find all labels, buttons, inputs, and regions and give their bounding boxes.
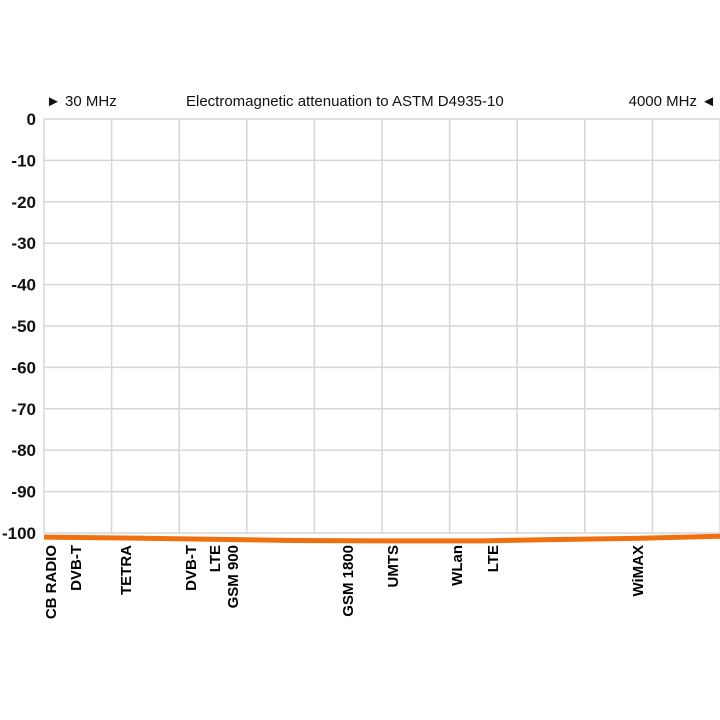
- band-label: DVB-T: [183, 545, 200, 591]
- y-tick-label: -20: [11, 193, 36, 212]
- y-tick-label: -30: [11, 234, 36, 253]
- y-tick-label: -50: [11, 317, 36, 336]
- y-tick-label: 0: [27, 110, 36, 129]
- band-label: WLan: [449, 545, 466, 586]
- band-label: LTE: [207, 545, 224, 572]
- band-label: CB RADIO: [43, 545, 60, 619]
- y-tick-label: -10: [11, 151, 36, 170]
- y-tick-label: -70: [11, 400, 36, 419]
- attenuation-series-line: [43, 533, 720, 544]
- band-label: LTE: [485, 545, 502, 572]
- band-label: WiMAX: [630, 545, 647, 597]
- chart-title: Electromagnetic attenuation to ASTM D493…: [186, 93, 504, 110]
- y-tick-label: -90: [11, 483, 36, 502]
- range-end-label: 4000 MHz ◄: [628, 93, 716, 110]
- range-start-label: ► 30 MHz: [46, 93, 117, 110]
- band-label: GSM 900: [225, 545, 242, 608]
- band-label: TETRA: [118, 545, 135, 595]
- y-tick-label: -40: [11, 276, 36, 295]
- y-tick-label: -60: [11, 358, 36, 377]
- band-label: UMTS: [385, 545, 402, 588]
- y-tick-label: -80: [11, 441, 36, 460]
- band-label: DVB-T: [68, 545, 85, 591]
- y-tick-label: -100: [2, 524, 36, 543]
- band-label: GSM 1800: [340, 545, 357, 617]
